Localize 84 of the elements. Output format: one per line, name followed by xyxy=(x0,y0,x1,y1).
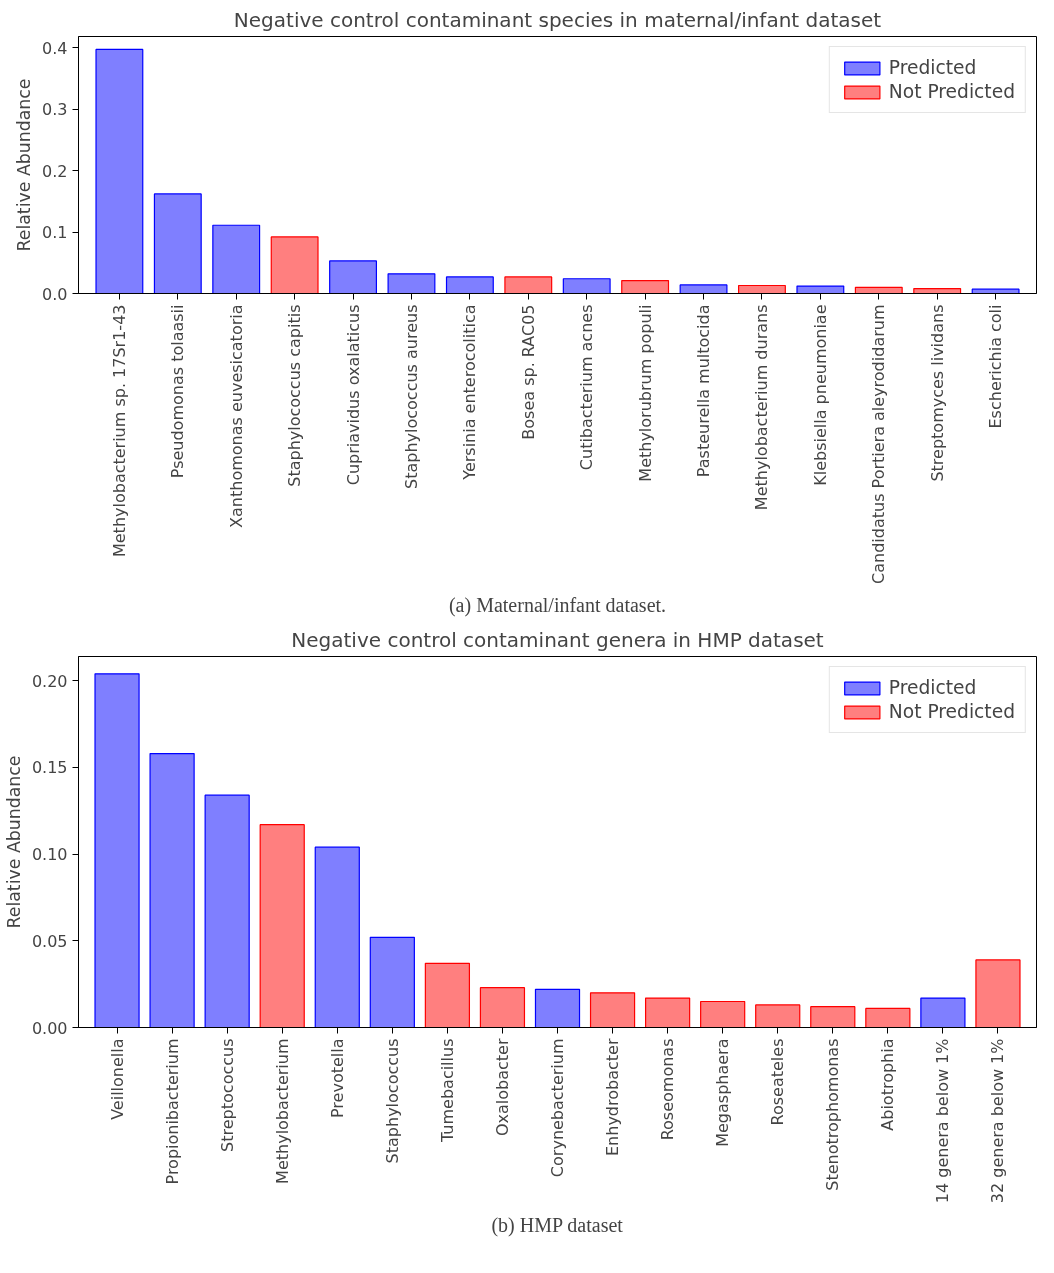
x-tick-label: Staphylococcus aureus xyxy=(401,304,421,489)
x-tick-label: Klebsiella pneumoniae xyxy=(810,304,830,486)
bar xyxy=(700,1000,746,1028)
x-tick-label: Propionibacterium xyxy=(162,1038,182,1185)
x-tick-label: Roseateles xyxy=(768,1038,788,1126)
bar xyxy=(679,284,728,294)
bar xyxy=(913,287,962,294)
x-tick-label: Pasteurella multocida xyxy=(694,304,714,478)
x-tick-label: Methylobacterium durans xyxy=(752,304,772,511)
x-tick-label: Methylobacterium sp. 17Sr1-43 xyxy=(109,304,129,558)
x-tick-label: Staphylococcus capitis xyxy=(285,304,305,487)
bar xyxy=(737,284,786,294)
y-tick-label: 0.4 xyxy=(42,38,68,58)
x-tick-label: Tumebacillus xyxy=(437,1038,457,1143)
x-tick-label: Prevotella xyxy=(327,1038,347,1119)
bar xyxy=(534,988,581,1028)
y-tick-label: 0.3 xyxy=(42,100,68,120)
bar xyxy=(387,273,436,294)
x-tick-label: 14 genera below 1% xyxy=(933,1038,953,1204)
x-tick-label: Corynebacterium xyxy=(548,1038,567,1178)
x-tick-label: Candidatus Portiera aleyrodidarum xyxy=(869,304,889,584)
x-tick-label: Megasphaera xyxy=(713,1038,733,1147)
bar xyxy=(329,260,378,294)
bar xyxy=(149,752,195,1028)
x-tick-label: Methylobacterium xyxy=(272,1038,292,1184)
text: (a) Maternal/infant dataset. xyxy=(448,593,667,617)
y-axis-title: Relative Abundance xyxy=(14,78,35,252)
y-tick-label: 0.05 xyxy=(31,931,68,951)
x-tick-label: Cupriavidus oxalaticus xyxy=(343,304,363,486)
legend-label: Predicted xyxy=(888,677,977,698)
bar xyxy=(314,846,360,1028)
x-tick-label: Methylorubrum populi xyxy=(635,304,655,482)
x-tick-label: Stenotrophomonas xyxy=(823,1038,843,1191)
x-tick-label: Staphylococcus xyxy=(382,1038,402,1164)
x-tick-label: Cutibacterium acnes xyxy=(577,304,597,471)
bar xyxy=(504,276,553,294)
x-tick-label: Veillonella xyxy=(107,1038,127,1120)
bar xyxy=(562,278,611,294)
y-tick-label: 0.00 xyxy=(31,1018,68,1038)
y-tick-label: 0.20 xyxy=(31,671,68,691)
bar xyxy=(865,1007,911,1028)
y-tick-label: 0.0 xyxy=(42,284,68,304)
x-tick-label: 32 genera below 1% xyxy=(988,1038,1008,1204)
bar xyxy=(621,279,670,294)
x-tick-label: Pseudomonas tolaasii xyxy=(168,304,188,479)
text: (b) HMP dataset xyxy=(491,1213,624,1237)
bar xyxy=(755,1004,801,1028)
x-tick-label: Roseomonas xyxy=(658,1038,678,1141)
chart-title: Negative control contaminant genera in HMP dataset xyxy=(291,627,824,652)
bar xyxy=(204,794,250,1028)
y-tick-label: 0.15 xyxy=(31,758,68,778)
bar xyxy=(153,193,202,294)
y-tick-label: 0.1 xyxy=(42,223,68,243)
x-tick-label: Xanthomonas euvesicatoria xyxy=(226,304,246,528)
x-tick-label: Escherichia coli xyxy=(986,304,1006,429)
bar xyxy=(479,987,526,1028)
x-tick-label: Yersinia enterocolitica xyxy=(460,304,480,481)
bar xyxy=(445,276,494,294)
legend-label: Not Predicted xyxy=(888,81,1015,102)
bar xyxy=(796,285,845,294)
x-tick-label: Abiotrophia xyxy=(878,1038,898,1131)
x-tick-label: Streptomyces lividans xyxy=(927,304,947,482)
y-tick-label: 0.2 xyxy=(42,161,68,181)
bar xyxy=(975,959,1021,1028)
x-tick-label: Streptococcus xyxy=(217,1038,237,1152)
legend-label: Predicted xyxy=(888,57,977,78)
bar xyxy=(644,997,691,1028)
legend-label: Not Predicted xyxy=(888,701,1015,722)
bar xyxy=(259,824,305,1028)
x-tick-label: Enhydrobacter xyxy=(603,1038,623,1156)
bar xyxy=(95,48,144,294)
bar xyxy=(369,936,415,1028)
x-tick-label: Oxalobacter xyxy=(492,1038,512,1137)
bar xyxy=(212,224,261,294)
bar xyxy=(94,673,140,1028)
chart-title: Negative control contaminant species in maternal/infant dataset xyxy=(233,7,882,32)
x-tick-label: Bosea sp. RAC05 xyxy=(518,304,538,440)
bar xyxy=(920,997,966,1028)
bar xyxy=(810,1006,856,1028)
bar xyxy=(270,236,319,294)
y-axis-title: Relative Abundance xyxy=(3,755,24,929)
bar xyxy=(589,992,636,1028)
bar xyxy=(424,962,471,1028)
y-tick-label: 0.10 xyxy=(31,845,68,865)
